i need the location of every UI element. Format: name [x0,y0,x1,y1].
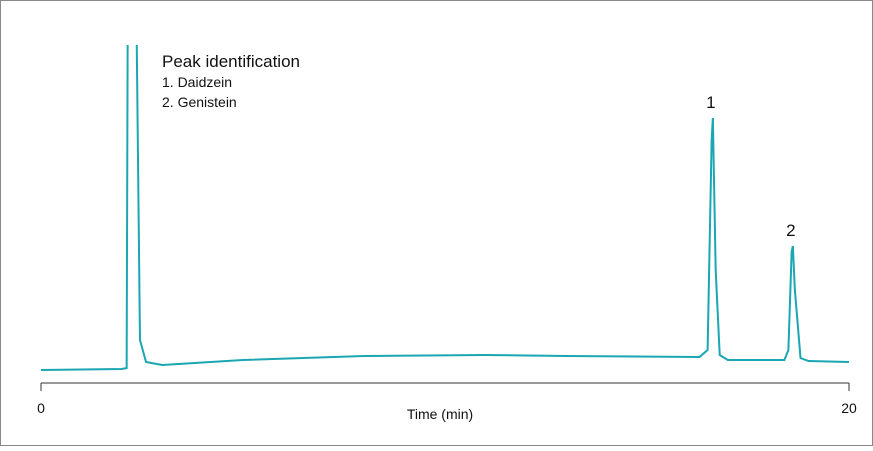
x-tick-label: 20 [841,400,857,416]
peak-label: 2 [786,221,795,240]
legend-title: Peak identification [162,52,300,71]
x-tick-label: 0 [37,400,45,416]
legend-entry: 2. Genistein [162,94,237,110]
x-axis-label: Time (min) [407,406,473,422]
legend-entry: 1. Daidzein [162,74,232,90]
trace [40,45,850,371]
peak-label: 1 [706,93,715,112]
